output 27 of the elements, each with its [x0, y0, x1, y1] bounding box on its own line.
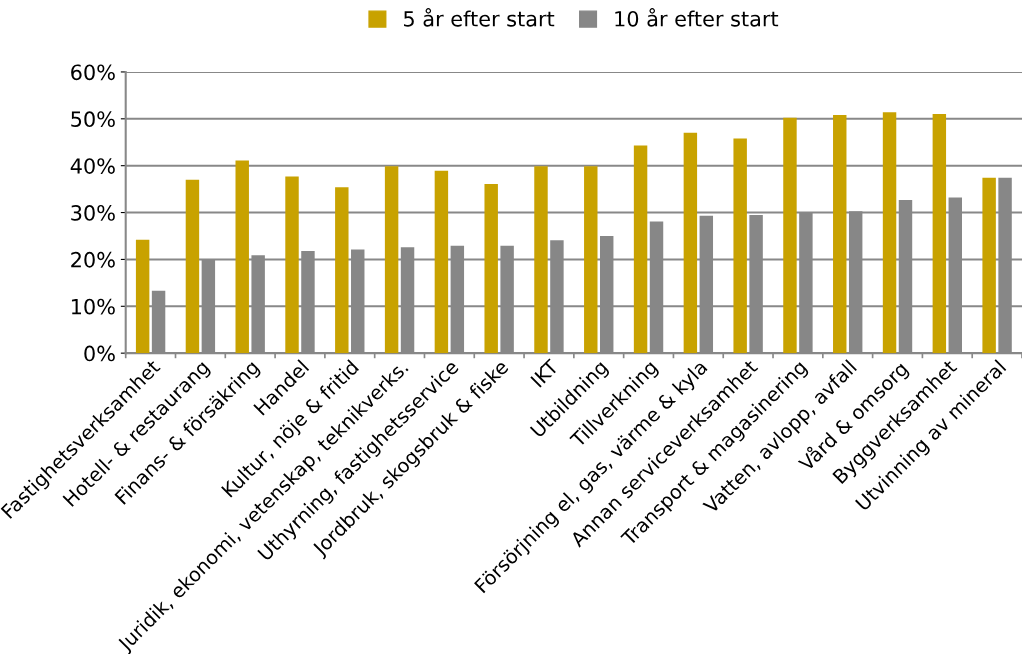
bar	[235, 160, 249, 354]
y-tick-label: 60%	[71, 64, 115, 81]
bar	[434, 170, 449, 354]
bar	[833, 115, 847, 354]
bar	[534, 166, 548, 354]
bar	[135, 239, 150, 354]
bar	[185, 179, 200, 354]
bar	[285, 176, 299, 354]
bar	[384, 166, 399, 354]
bar	[783, 117, 797, 354]
bar	[633, 145, 648, 354]
y-tick-label: 30%	[71, 205, 115, 221]
legend-label: 10 år efter start	[615, 8, 779, 27]
y-tick-label: 10%	[71, 298, 115, 315]
bar	[584, 166, 598, 354]
bar	[932, 114, 947, 354]
legend-label: 5 år efter start	[404, 8, 555, 27]
bar	[733, 138, 747, 354]
y-tick-label: 40%	[70, 158, 115, 174]
bar	[882, 112, 897, 354]
y-tick-label: 0%	[84, 345, 115, 362]
bar	[335, 187, 349, 354]
bar	[683, 132, 698, 354]
y-tick-label: 20%	[71, 251, 115, 268]
y-tick-label: 50%	[71, 111, 115, 128]
bar	[484, 183, 498, 354]
bar	[982, 177, 996, 354]
